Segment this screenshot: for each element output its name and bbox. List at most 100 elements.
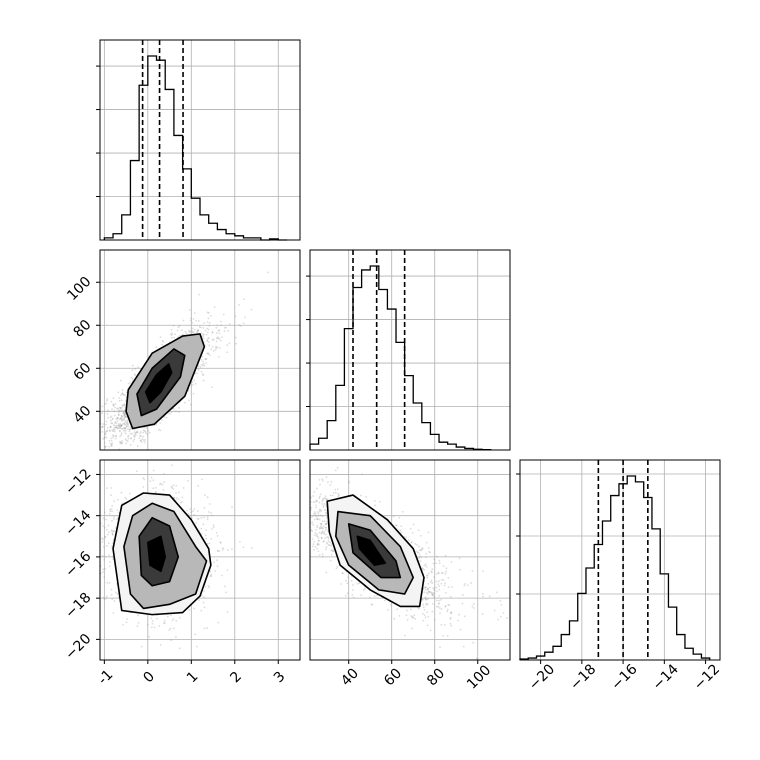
scatter-1-0-point (161, 339, 164, 342)
scatter-1-0-point (160, 419, 163, 421)
scatter-1-0-point (110, 400, 113, 403)
scatter-2-0-point (106, 487, 108, 490)
scatter-1-0-point (208, 344, 211, 347)
scatter-2-0-point (198, 599, 200, 601)
scatter-2-0-point (221, 574, 224, 577)
scatter-2-0-point (196, 510, 199, 512)
scatter-2-0-point (194, 633, 197, 636)
scatter-1-0-point (129, 432, 132, 435)
scatter-1-0-point (144, 432, 147, 434)
scatter-1-0-point (170, 336, 173, 339)
scatter-1-0-point (131, 452, 133, 454)
scatter-2-0-point (137, 614, 139, 617)
scatter-1-0-point (136, 431, 138, 434)
scatter-2-0-point (58, 572, 60, 574)
scatter-1-0-point (120, 414, 123, 417)
scatter-1-0-point (206, 321, 209, 323)
scatter-1-0-point (93, 440, 95, 442)
scatter-2-0-point (179, 617, 181, 619)
scatter-1-0-point (118, 418, 121, 421)
scatter-1-0-point (205, 362, 208, 364)
scatter-1-0-point (207, 353, 210, 355)
scatter-1-0-point (174, 333, 176, 336)
scatter-1-0-point (119, 426, 121, 429)
scatter-2-0-point (170, 639, 173, 642)
scatter-2-0-point (104, 567, 107, 570)
scatter-1-0-point (126, 419, 129, 422)
scatter-2-0-point (170, 614, 172, 617)
scatter-1-0-point (114, 424, 116, 427)
scatter-2-0-point (168, 629, 171, 632)
scatter-2-0-point (214, 570, 216, 572)
scatter-1-0-point (124, 423, 127, 426)
scatter-1-0-point (123, 413, 126, 416)
scatter-1-0-point (200, 332, 203, 335)
scatter-1-0-point (168, 412, 171, 415)
scatter-1-0-point (192, 331, 194, 334)
scatter-2-0-point (112, 518, 115, 520)
scatter-1-0-point (130, 376, 133, 379)
hist-2-frame (519, 459, 721, 661)
scatter-1-0-point (196, 331, 198, 334)
scatter-1-0-point (118, 406, 121, 409)
scatter-1-0-point (125, 442, 128, 445)
scatter-1-0-point (123, 416, 126, 419)
scatter-1-0-point (207, 337, 210, 339)
scatter-2-0-point (206, 496, 209, 499)
scatter-1-0-point (111, 418, 114, 421)
scatter-2-0-point (195, 522, 197, 524)
scatter-1-0-point (120, 432, 123, 435)
scatter-1-0-point (122, 412, 125, 415)
scatter-2-0-point (207, 584, 210, 587)
scatter-1-0-point (191, 330, 194, 333)
scatter-1-0-point (90, 445, 92, 447)
hist-1-frame (309, 249, 511, 451)
scatter-1-0-point (104, 433, 107, 436)
scatter-1-0-point (122, 418, 124, 421)
scatter-1-0-point (105, 420, 108, 423)
scatter-1-0-point (144, 439, 147, 441)
scatter-1-0-point (187, 329, 190, 332)
scatter-2-0-point (224, 585, 226, 588)
scatter-1-0-point (122, 412, 125, 415)
scatter-1-0-point (133, 373, 136, 376)
scatter-1-0-point (121, 415, 124, 418)
scatter-2-0-point (172, 627, 175, 630)
scatter-1-0-point (81, 449, 83, 451)
scatter-2-0-point (203, 516, 205, 519)
scatter-1-0-point (112, 428, 115, 431)
scatter-1-0-point (207, 317, 210, 320)
scatter-1-0-point (192, 392, 195, 395)
scatter-1-0-point (175, 410, 177, 413)
scatter-2-0-point (239, 540, 241, 543)
scatter-1-0-point (133, 428, 136, 431)
scatter-2-0-point (113, 516, 116, 518)
scatter-1-0-point (208, 322, 211, 324)
scatter-1-0-point (184, 330, 187, 333)
scatter-2-0-point (224, 591, 227, 594)
scatter-2-0-point (212, 526, 215, 529)
scatter-1-0-point (215, 340, 218, 343)
scatter-2-0-point (112, 612, 115, 614)
scatter-1-0-point (143, 429, 146, 432)
scatter-2-0-point (103, 576, 106, 578)
scatter-1-0-point (211, 331, 214, 334)
scatter-1-0-point (203, 364, 206, 367)
scatter-1-0-point (112, 430, 115, 433)
scatter-1-0-point (206, 352, 209, 355)
scatter-2-0-point (163, 622, 165, 625)
scatter-1-0-point (218, 329, 221, 332)
scatter-1-0-point (65, 446, 67, 448)
scatter-2-0-point (111, 598, 114, 600)
scatter-2-0-point (208, 503, 211, 505)
scatter-2-0-point (107, 524, 110, 527)
scatter-1-0-point (114, 457, 116, 459)
scatter-2-0-point (108, 582, 111, 584)
scatter-1-0-point (172, 324, 175, 327)
scatter-1-0-point (127, 428, 129, 430)
scatter-1-0-point (203, 321, 206, 324)
scatter-1-0-point (122, 393, 125, 396)
scatter-1-0-point (112, 424, 115, 426)
scatter-1-0-point (91, 451, 93, 453)
